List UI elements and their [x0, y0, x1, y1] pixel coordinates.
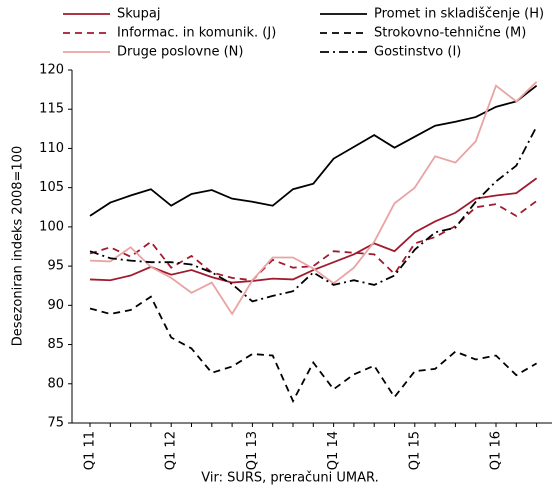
legend-label: Informac. in komunik. (J)	[117, 26, 276, 41]
series-line	[89, 81, 538, 316]
y-tick-label: 95	[47, 259, 64, 274]
series-line	[89, 84, 538, 217]
x-tick-label: Q1 15	[407, 431, 422, 470]
series-line	[89, 295, 538, 404]
x-tick-label: Q1 13	[245, 431, 260, 470]
y-tick-label: 100	[39, 219, 64, 234]
series-line	[89, 126, 538, 303]
y-tick-label: 120	[39, 63, 64, 78]
series-line	[89, 177, 538, 284]
legend-label: Druge poslovne (N)	[117, 45, 243, 60]
y-tick-label: 75	[47, 416, 64, 431]
x-tick-label: Q1 11	[83, 431, 98, 470]
x-tick-label: Q1 16	[489, 431, 504, 470]
legend-label: Promet in skladiščenje (H)	[374, 7, 544, 22]
y-tick-label: 85	[47, 337, 64, 352]
y-tick-label: 115	[39, 102, 64, 117]
x-tick-label: Q1 12	[164, 431, 179, 470]
y-tick-label: 90	[47, 298, 64, 313]
legend-label: Strokovno-tehnične (M)	[374, 26, 526, 41]
y-tick-label: 80	[47, 376, 64, 391]
y-tick-label: 105	[39, 180, 64, 195]
source-note: Vir: SURS, preračuni UMAR.	[201, 471, 378, 486]
x-tick-label: Q1 14	[326, 431, 341, 470]
y-tick-label: 110	[39, 141, 64, 156]
legend-label: Gostinstvo (I)	[374, 45, 461, 60]
legend-label: Skupaj	[117, 7, 160, 22]
y-axis-label: Desezoniran indeks 2008=100	[11, 146, 26, 346]
